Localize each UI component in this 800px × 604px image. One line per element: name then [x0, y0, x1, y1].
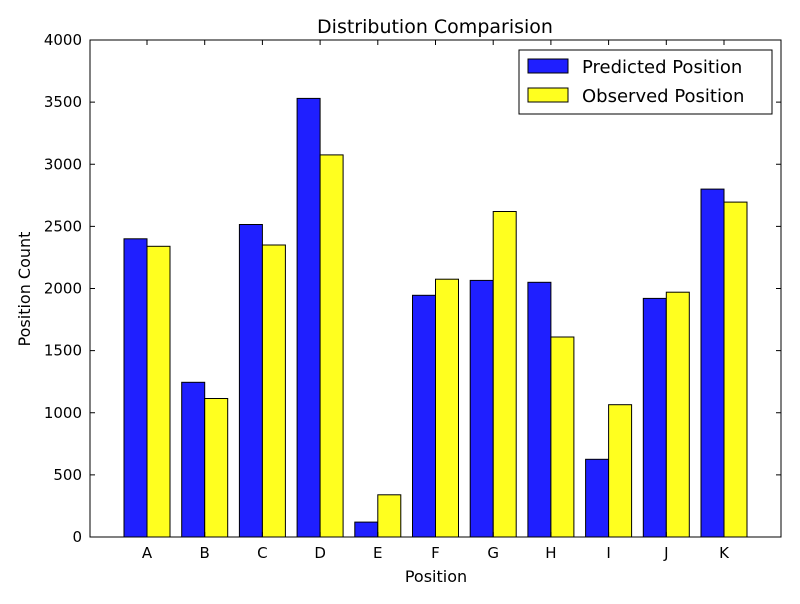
y-axis: 0 500 1000 1500 2000 2500 3000 3500 4000: [44, 31, 781, 546]
bar-predicted-F: [412, 294, 436, 538]
y-axis-label: Position Count: [15, 232, 34, 347]
bar-observed-F: [435, 278, 459, 538]
y-tick-label-3500: 3500: [44, 93, 82, 111]
bar-observed-I: [608, 404, 633, 538]
x-tick-label-G: G: [487, 544, 499, 562]
y-tick-label-3000: 3000: [44, 155, 82, 173]
bar-observed-J: [665, 291, 690, 538]
bar-observed-A: [146, 245, 171, 538]
bar-predicted-J: [642, 297, 667, 538]
legend-swatch-predicted: [527, 58, 569, 74]
x-tick-label-J: J: [663, 544, 668, 562]
bar-observed-D: [319, 154, 344, 538]
x-tick-label-A: A: [142, 544, 153, 562]
y-tick-label-4000: 4000: [44, 31, 82, 49]
legend: Predicted Position Observed Position: [518, 49, 773, 115]
x-tick-label-I: I: [606, 544, 610, 562]
bar-predicted-B: [181, 381, 206, 538]
x-axis: A B C D E F G H I J K: [142, 40, 730, 562]
x-tick-label-C: C: [257, 544, 267, 562]
bar-predicted-A: [123, 238, 148, 538]
y-tick-label-1500: 1500: [44, 342, 82, 360]
y-tick-label-500: 500: [53, 466, 82, 484]
bar-predicted-D: [296, 97, 321, 538]
x-tick-label-D: D: [314, 544, 326, 562]
x-tick-label-H: H: [545, 544, 556, 562]
bar-observed-C: [261, 244, 286, 538]
bar-predicted-G: [469, 279, 494, 538]
x-tick-label-F: F: [431, 544, 440, 562]
y-tick-label-2000: 2000: [44, 280, 82, 298]
bars-group: [123, 97, 748, 538]
bar-predicted-C: [238, 224, 263, 538]
bar-observed-K: [723, 201, 748, 538]
legend-label-predicted: Predicted Position: [582, 57, 742, 78]
bar-predicted-K: [700, 188, 725, 538]
x-tick-label-E: E: [373, 544, 382, 562]
bar-observed-G: [492, 211, 517, 538]
bar-predicted-E: [354, 521, 379, 538]
bar-predicted-I: [585, 458, 610, 538]
y-tick-label-2500: 2500: [44, 217, 82, 235]
y-tick-label-0: 0: [72, 528, 82, 546]
x-axis-label: Position: [405, 567, 467, 586]
bar-observed-H: [550, 336, 575, 538]
x-tick-label-K: K: [719, 544, 730, 562]
bar-predicted-H: [527, 281, 552, 538]
chart-title: Distribution Comparision: [317, 16, 553, 38]
legend-label-observed: Observed Position: [582, 86, 744, 107]
x-tick-label-B: B: [200, 544, 210, 562]
bar-observed-B: [204, 398, 229, 538]
bar-observed-E: [377, 494, 402, 538]
y-tick-label-1000: 1000: [44, 404, 82, 422]
legend-swatch-observed: [527, 87, 569, 103]
